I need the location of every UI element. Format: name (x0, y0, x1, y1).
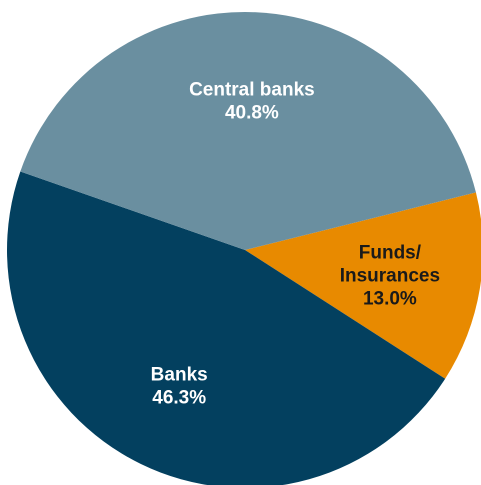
pie-slice-banks (7, 171, 446, 485)
slice-name-banks: Banks (151, 364, 208, 385)
slice-value-banks: 46.3% (152, 387, 206, 408)
pie-labels: Funds/Insurances 13.0% Banks 46.3% Central b… (151, 80, 440, 409)
slice-name-funds-insurances: Insurances (340, 265, 440, 286)
slice-name-funds-insurances: Funds/ (359, 242, 422, 263)
slice-label-banks: Banks 46.3% (151, 364, 208, 408)
slice-label-central-banks: Central banks 40.8% (189, 80, 315, 124)
slice-label-funds-insurances: Funds/Insurances 13.0% (340, 242, 440, 309)
slice-value-central-banks: 40.8% (225, 103, 279, 124)
slice-value-funds-insurances: 13.0% (363, 288, 417, 309)
slice-name-central-banks: Central banks (189, 80, 315, 101)
pie-slice-central-banks (20, 12, 476, 250)
pie-slice-funds-insurances (245, 192, 481, 379)
pie-slices (7, 12, 481, 485)
